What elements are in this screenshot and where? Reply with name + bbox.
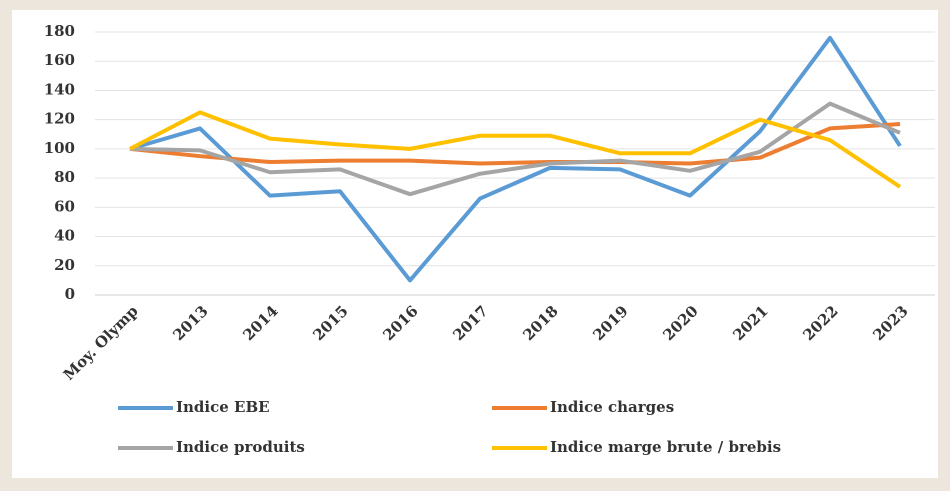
series-line [129,110,902,189]
y-tick-label: 20 [54,256,75,274]
series-line [129,35,902,283]
y-tick-label: 80 [54,168,75,186]
series-line [129,122,901,166]
legend-label: Indice marge brute / brebis [550,438,781,456]
y-tick-label: 120 [44,110,75,128]
series-line [129,101,901,197]
y-tick-label: 140 [44,80,75,98]
y-tick-label: 60 [54,197,75,215]
legend-label: Indice EBE [176,398,270,416]
y-tick-label: 180 [44,22,75,40]
y-tick-label: 40 [54,227,75,245]
legend-label: Indice charges [550,398,674,416]
y-tick-label: 160 [44,51,75,69]
chart-panel [12,10,938,478]
y-tick-label: 100 [44,139,75,157]
legend-label: Indice produits [176,438,305,456]
y-tick-label: 0 [65,285,75,303]
